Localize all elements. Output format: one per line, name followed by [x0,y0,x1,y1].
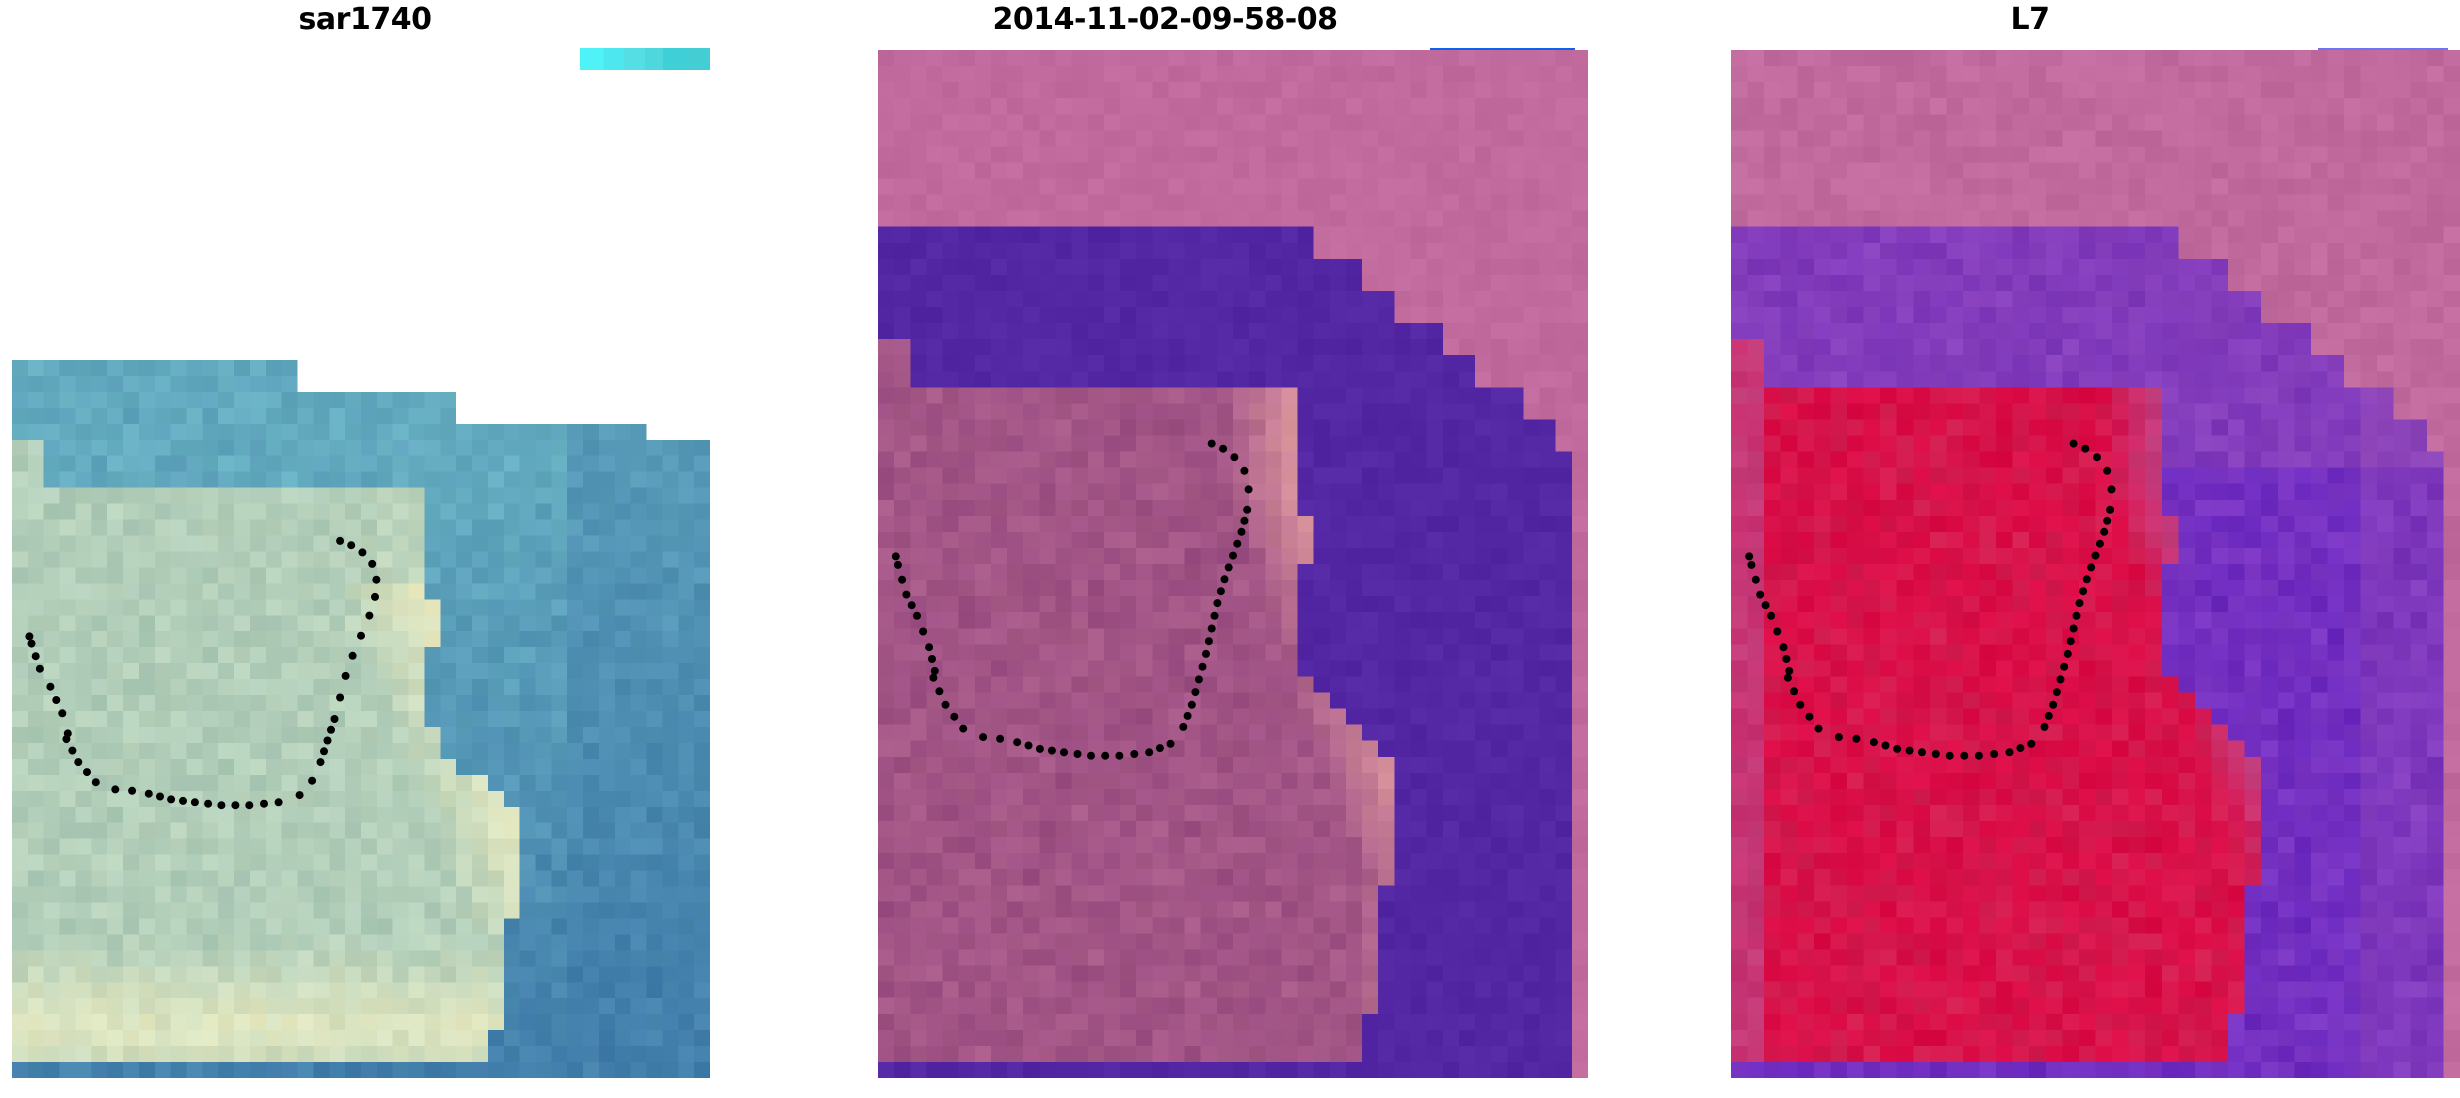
panel-l7-raster[interactable] [1731,50,2460,1078]
panel-l7-title: L7 [2010,2,2051,37]
shoreline-dots [891,439,1253,760]
shoreline-dots [25,536,381,810]
l7-raster [1731,50,2460,1078]
shoreline-dots [1745,439,2116,760]
panel-sar1740-raster[interactable] [12,360,710,1078]
whitewater-colorbar [580,48,710,70]
panel-classified-raster[interactable] [878,50,1588,1078]
panel-sar1740[interactable]: sar1740 [0,0,730,1098]
panel-classified-title: 2014-11-02-09-58-08 [992,2,1339,37]
panel-sar1740-title: sar1740 [298,2,432,37]
panel-classified[interactable]: 2014-11-02-09-58-08 [730,0,1600,1098]
classified-raster [878,50,1588,1078]
panel-l7[interactable]: L7 [1600,0,2460,1098]
sar-raster [12,360,710,1078]
